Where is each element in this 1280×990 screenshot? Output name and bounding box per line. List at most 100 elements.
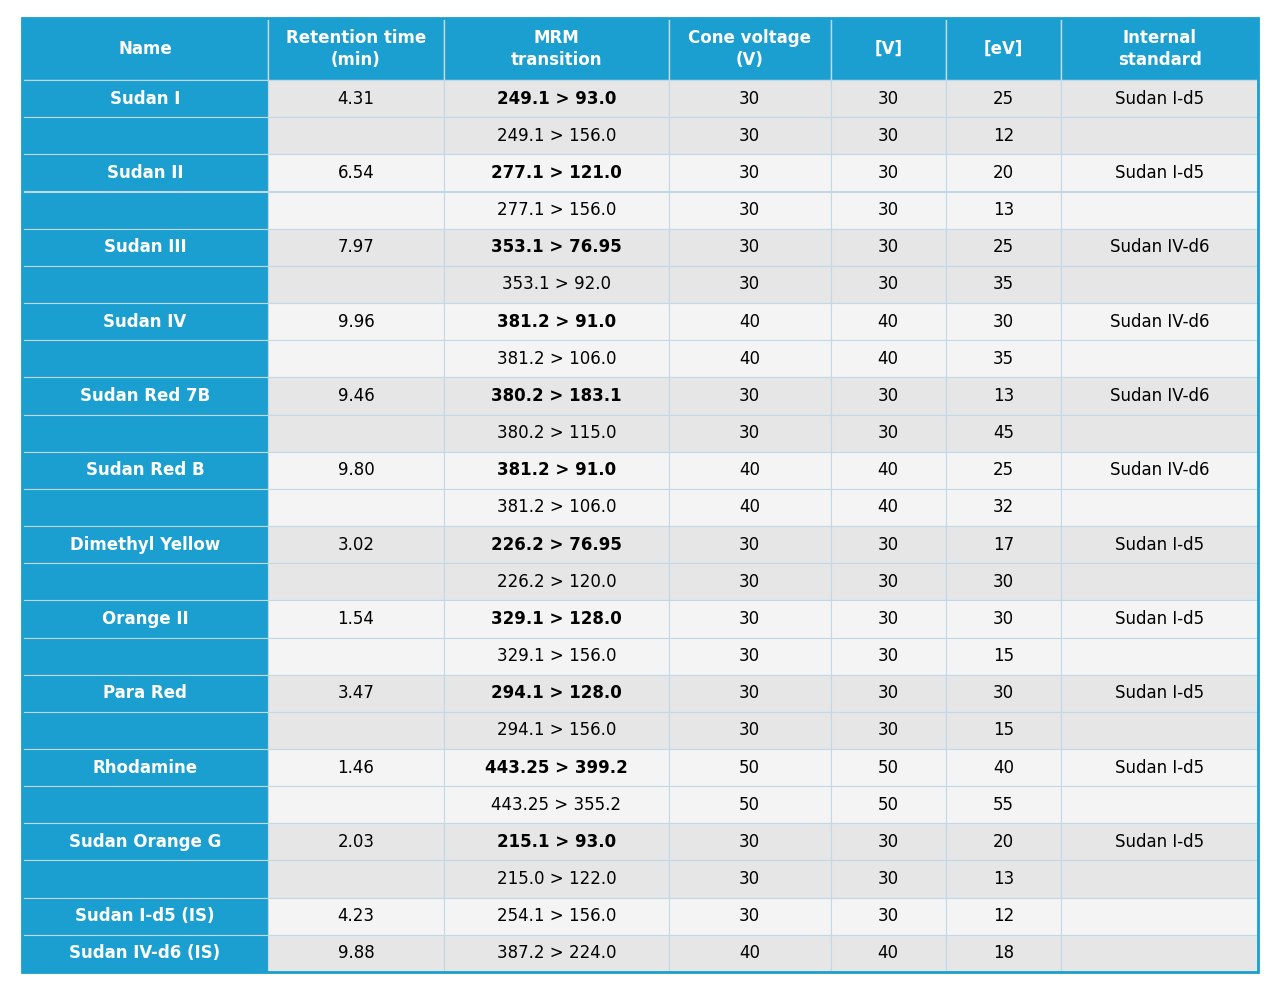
Bar bbox=[22, 415, 268, 451]
Bar bbox=[444, 80, 669, 117]
Bar bbox=[444, 749, 669, 786]
Bar bbox=[22, 600, 268, 638]
Bar bbox=[1061, 898, 1258, 935]
Bar bbox=[669, 489, 831, 526]
Text: Internal
standard: Internal standard bbox=[1117, 30, 1202, 68]
Bar bbox=[831, 860, 946, 898]
Text: 55: 55 bbox=[993, 796, 1014, 814]
Bar bbox=[444, 824, 669, 860]
Text: 30: 30 bbox=[878, 239, 899, 256]
Text: 226.2 > 76.95: 226.2 > 76.95 bbox=[492, 536, 622, 553]
Bar bbox=[268, 451, 444, 489]
Bar bbox=[831, 266, 946, 303]
Bar bbox=[444, 786, 669, 824]
Text: 249.1 > 93.0: 249.1 > 93.0 bbox=[497, 89, 616, 108]
Bar bbox=[1061, 451, 1258, 489]
Text: 15: 15 bbox=[993, 722, 1014, 740]
Bar bbox=[444, 117, 669, 154]
Bar bbox=[946, 18, 1061, 80]
Text: Sudan IV-d6 (IS): Sudan IV-d6 (IS) bbox=[69, 944, 220, 962]
Bar bbox=[1061, 191, 1258, 229]
Text: Sudan I: Sudan I bbox=[110, 89, 180, 108]
Text: Retention time
(min): Retention time (min) bbox=[285, 30, 426, 68]
Text: 7.97: 7.97 bbox=[338, 239, 374, 256]
Bar bbox=[22, 712, 268, 749]
Text: 50: 50 bbox=[878, 796, 899, 814]
Bar bbox=[831, 229, 946, 266]
Text: Dimethyl Yellow: Dimethyl Yellow bbox=[70, 536, 220, 553]
Bar bbox=[946, 526, 1061, 563]
Text: Sudan I-d5: Sudan I-d5 bbox=[1115, 164, 1204, 182]
Text: [V]: [V] bbox=[874, 40, 902, 58]
Bar bbox=[444, 154, 669, 191]
Text: 40: 40 bbox=[739, 498, 760, 517]
Bar bbox=[1061, 229, 1258, 266]
Text: 30: 30 bbox=[739, 833, 760, 851]
Bar bbox=[946, 229, 1061, 266]
Bar bbox=[444, 638, 669, 674]
Text: 30: 30 bbox=[878, 164, 899, 182]
Text: 30: 30 bbox=[739, 239, 760, 256]
Bar bbox=[268, 154, 444, 191]
Text: [eV]: [eV] bbox=[984, 40, 1023, 58]
Text: Sudan IV-d6: Sudan IV-d6 bbox=[1110, 313, 1210, 331]
Bar bbox=[669, 341, 831, 377]
Text: 226.2 > 120.0: 226.2 > 120.0 bbox=[497, 573, 616, 591]
Text: 25: 25 bbox=[993, 461, 1014, 479]
Text: 254.1 > 156.0: 254.1 > 156.0 bbox=[497, 907, 616, 926]
Bar bbox=[1061, 563, 1258, 600]
Text: 12: 12 bbox=[993, 907, 1014, 926]
Text: 30: 30 bbox=[878, 833, 899, 851]
Bar bbox=[1061, 117, 1258, 154]
Text: 30: 30 bbox=[878, 684, 899, 702]
Text: MRM
transition: MRM transition bbox=[511, 30, 602, 68]
Bar bbox=[669, 674, 831, 712]
Bar bbox=[669, 824, 831, 860]
Bar bbox=[669, 712, 831, 749]
Text: 215.0 > 122.0: 215.0 > 122.0 bbox=[497, 870, 616, 888]
Bar bbox=[669, 600, 831, 638]
Bar bbox=[669, 303, 831, 341]
Bar bbox=[831, 377, 946, 415]
Text: 30: 30 bbox=[739, 536, 760, 553]
Text: 30: 30 bbox=[878, 647, 899, 665]
Text: 40: 40 bbox=[739, 349, 760, 367]
Bar bbox=[268, 229, 444, 266]
Text: 1.54: 1.54 bbox=[338, 610, 374, 628]
Text: 32: 32 bbox=[993, 498, 1014, 517]
Bar bbox=[946, 712, 1061, 749]
Bar bbox=[268, 489, 444, 526]
Bar bbox=[669, 638, 831, 674]
Text: 294.1 > 156.0: 294.1 > 156.0 bbox=[497, 722, 616, 740]
Bar bbox=[268, 526, 444, 563]
Text: 30: 30 bbox=[878, 610, 899, 628]
Bar bbox=[22, 229, 268, 266]
Text: 40: 40 bbox=[739, 944, 760, 962]
Bar bbox=[946, 600, 1061, 638]
Text: Sudan I-d5: Sudan I-d5 bbox=[1115, 610, 1204, 628]
Bar bbox=[444, 860, 669, 898]
Bar bbox=[669, 18, 831, 80]
Bar bbox=[1061, 526, 1258, 563]
Text: 30: 30 bbox=[878, 536, 899, 553]
Text: 35: 35 bbox=[993, 275, 1014, 293]
Text: 13: 13 bbox=[993, 870, 1014, 888]
Bar bbox=[22, 451, 268, 489]
Text: 30: 30 bbox=[878, 201, 899, 219]
Bar bbox=[831, 341, 946, 377]
Text: 9.46: 9.46 bbox=[338, 387, 374, 405]
Bar bbox=[669, 266, 831, 303]
Bar bbox=[831, 600, 946, 638]
Text: 40: 40 bbox=[739, 313, 760, 331]
Bar bbox=[1061, 266, 1258, 303]
Text: 9.80: 9.80 bbox=[338, 461, 374, 479]
Bar bbox=[946, 154, 1061, 191]
Text: 381.2 > 91.0: 381.2 > 91.0 bbox=[497, 313, 616, 331]
Bar bbox=[831, 117, 946, 154]
Text: 30: 30 bbox=[993, 684, 1014, 702]
Bar bbox=[268, 415, 444, 451]
Bar bbox=[444, 935, 669, 972]
Bar bbox=[831, 563, 946, 600]
Bar bbox=[831, 18, 946, 80]
Text: 381.2 > 106.0: 381.2 > 106.0 bbox=[497, 498, 616, 517]
